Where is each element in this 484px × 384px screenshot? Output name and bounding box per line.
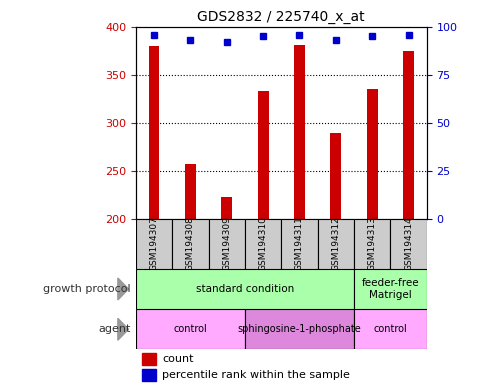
FancyBboxPatch shape [281,219,317,269]
Bar [366,89,377,219]
Title: GDS2832 / 225740_x_at: GDS2832 / 225740_x_at [197,10,364,25]
Text: standard condition: standard condition [196,284,293,294]
Polygon shape [118,318,128,340]
Text: agent: agent [98,324,131,334]
FancyBboxPatch shape [244,309,353,349]
Text: GSM194310: GSM194310 [258,217,267,271]
FancyBboxPatch shape [244,219,281,269]
Text: GSM194312: GSM194312 [331,217,340,271]
Text: percentile rank within the sample: percentile rank within the sample [162,370,349,381]
FancyBboxPatch shape [353,309,426,349]
FancyBboxPatch shape [136,219,172,269]
Bar [293,45,304,219]
FancyBboxPatch shape [353,269,426,309]
Bar [148,46,159,219]
Bar [402,51,413,219]
Polygon shape [118,278,128,300]
Bar [257,91,268,219]
FancyBboxPatch shape [390,219,426,269]
FancyBboxPatch shape [317,219,353,269]
FancyBboxPatch shape [136,269,353,309]
Text: sphingosine-1-phosphate: sphingosine-1-phosphate [237,324,361,334]
Text: GSM194314: GSM194314 [403,217,412,271]
Text: feeder-free
Matrigel: feeder-free Matrigel [361,278,418,300]
Bar [141,353,156,365]
Text: GSM194311: GSM194311 [294,217,303,271]
Text: GSM194309: GSM194309 [222,217,231,271]
Text: control: control [373,324,407,334]
Text: growth protocol: growth protocol [43,284,131,294]
Bar [184,164,196,219]
Text: GSM194308: GSM194308 [185,217,195,271]
Text: GSM194307: GSM194307 [149,217,158,271]
Text: control: control [173,324,207,334]
FancyBboxPatch shape [136,309,244,349]
Text: GSM194313: GSM194313 [367,217,376,271]
FancyBboxPatch shape [353,219,390,269]
FancyBboxPatch shape [208,219,244,269]
Bar [330,134,341,219]
Text: count: count [162,354,193,364]
Bar [141,369,156,381]
Bar [221,197,232,219]
FancyBboxPatch shape [172,219,208,269]
